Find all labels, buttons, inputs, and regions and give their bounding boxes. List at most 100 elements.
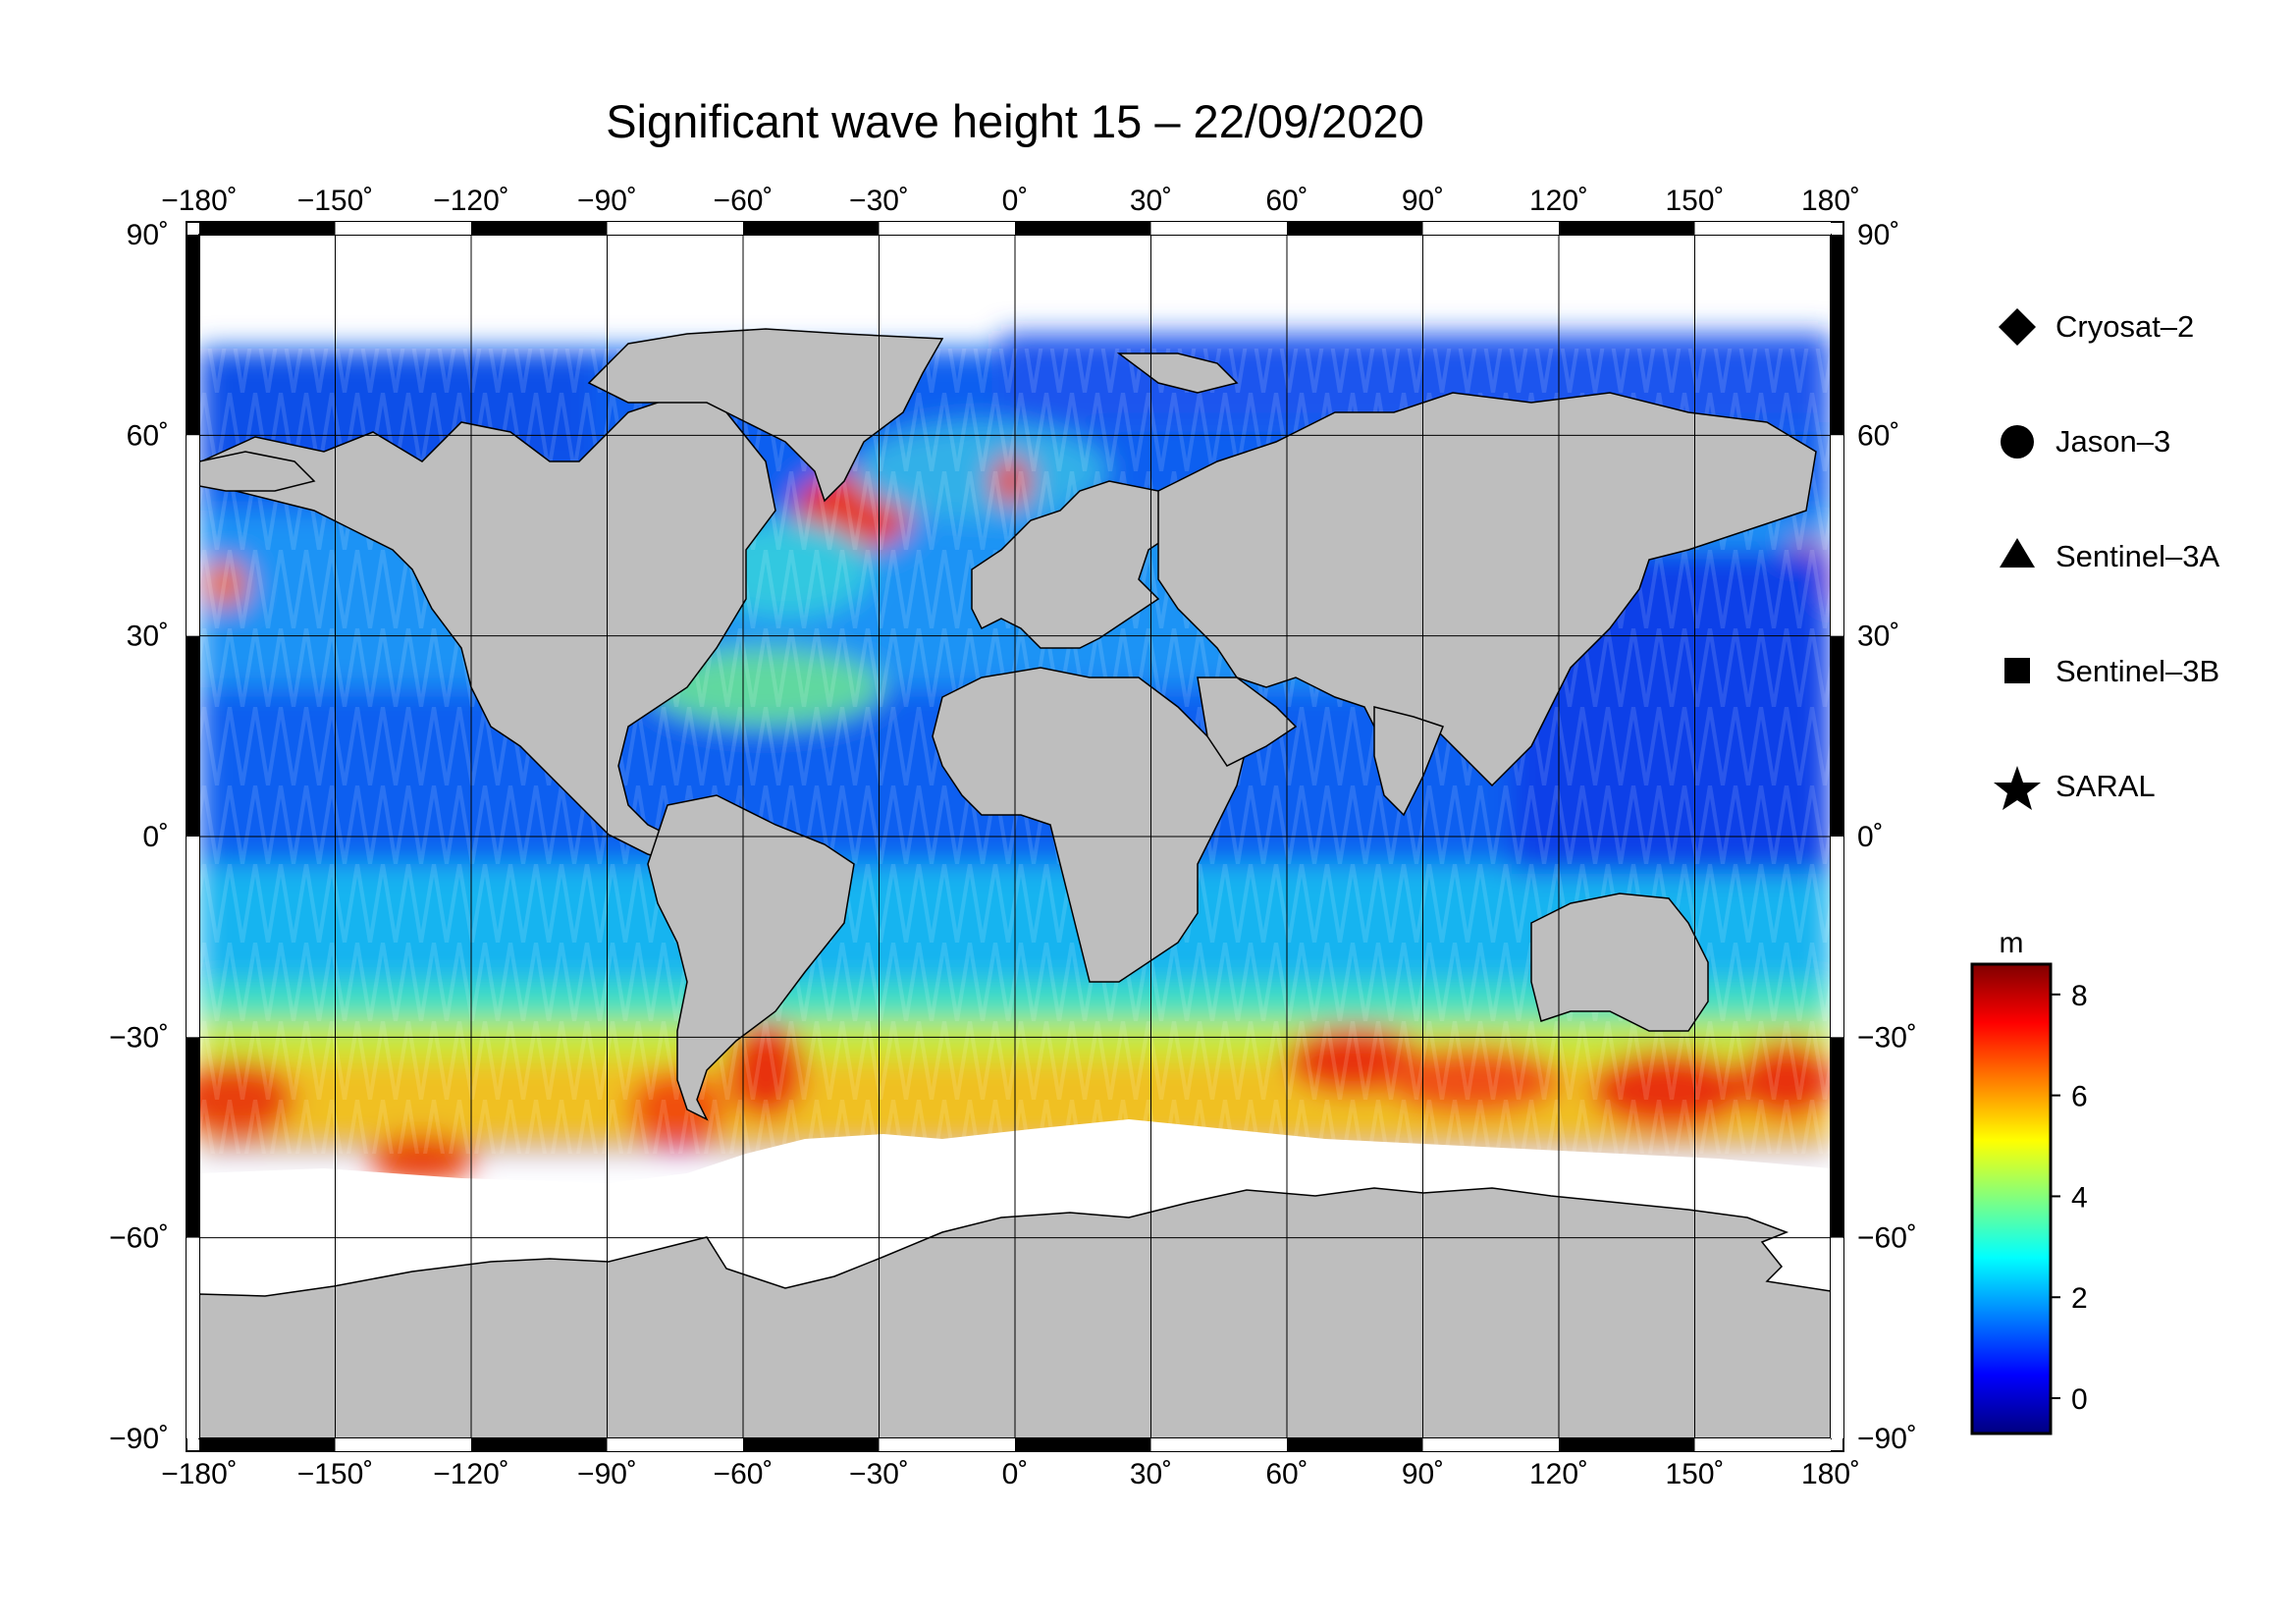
frame-segment-top	[1287, 222, 1423, 235]
frame-segment-bottom	[1015, 1438, 1151, 1451]
frame-segment-top	[1150, 222, 1287, 235]
frame-segment-top	[743, 222, 880, 235]
north-america	[200, 392, 776, 865]
frame-segment-left	[187, 1237, 199, 1438]
lon-tick-label: −60˚	[714, 185, 774, 217]
legend-item-sentinel-3a: Sentinel–3A	[2000, 538, 2220, 573]
lat-tick-label: −90˚	[1857, 1423, 1917, 1455]
frame-segment-bottom	[1694, 1438, 1831, 1451]
lon-tick-label: −180˚	[161, 185, 238, 217]
lat-tick-label: 60˚	[1857, 419, 1899, 452]
europe	[971, 480, 1179, 649]
lat-tick-label: 90˚	[1857, 219, 1899, 251]
colorbar: m 8 6 4 2 0	[1970, 927, 2088, 1435]
triangle-icon	[2000, 538, 2035, 568]
lon-tick-label: −30˚	[849, 1458, 909, 1490]
frame-segment-bottom	[1150, 1438, 1287, 1451]
lon-tick-label: −90˚	[577, 1458, 637, 1490]
frame-segment-top	[335, 222, 471, 235]
frame-segment-top	[1015, 222, 1151, 235]
frame-segment-left	[187, 235, 199, 436]
australia	[1530, 893, 1709, 1032]
lon-tick-label: −120˚	[433, 185, 509, 217]
lon-tick-label: −150˚	[297, 1458, 374, 1490]
frame-segment-left	[187, 1037, 199, 1238]
frame-segment-bottom	[743, 1438, 880, 1451]
lon-tick-label: 180˚	[1801, 1458, 1860, 1490]
colorbar-gradient	[1970, 962, 2053, 1435]
frame-segment-right	[1831, 837, 1843, 1038]
legend-label: Sentinel–3B	[2056, 654, 2219, 688]
diamond-icon	[1999, 308, 2036, 346]
legend-label: Cryosat–2	[2056, 309, 2194, 344]
africa	[932, 667, 1248, 983]
frame-segment-bottom	[1287, 1438, 1423, 1451]
lat-tick-label: −60˚	[109, 1222, 169, 1255]
lat-tick-label: 0˚	[142, 821, 169, 853]
south-america	[647, 794, 855, 1121]
lon-tick-label: 0˚	[1002, 1458, 1029, 1490]
frame-segment-top	[879, 222, 1015, 235]
lon-tick-label: −150˚	[297, 185, 374, 217]
colorbar-unit: m	[2000, 927, 2024, 959]
frame-segment-top	[199, 222, 336, 235]
frame-segment-top	[607, 222, 743, 235]
lat-tick-label: 90˚	[127, 219, 169, 251]
colorbar-ticks: 8 6 4 2 0	[2051, 980, 2088, 1416]
lon-ticks-top: −180˚ −150˚ −120˚ −90˚ −60˚ −30˚ 0˚ 30˚ 60˚ 90˚ 12…	[161, 185, 1860, 217]
frame-segment-top	[1559, 222, 1695, 235]
map-frame	[186, 221, 1844, 1452]
frame-segment-right	[1831, 435, 1843, 636]
lon-ticks-bottom: −180˚ −150˚ −120˚ −90˚ −60˚ −30˚ 0˚ 30˚ 60˚ 90˚ 12…	[161, 1458, 1860, 1490]
lon-tick-label: −60˚	[714, 1458, 774, 1490]
frame-segment-right	[1831, 235, 1843, 436]
continents	[199, 328, 1817, 1121]
asia	[1157, 392, 1817, 787]
colorbar-tick-label: 2	[2071, 1282, 2088, 1315]
frame-segment-bottom	[199, 1438, 336, 1451]
lon-tick-label: 90˚	[1402, 185, 1444, 217]
lon-tick-label: −120˚	[433, 1458, 509, 1490]
lat-tick-label: 60˚	[127, 419, 169, 452]
legend-label: Sentinel–3A	[2056, 539, 2220, 573]
frame-segment-bottom	[879, 1438, 1015, 1451]
lat-tick-label: 30˚	[127, 621, 169, 653]
alaska-strip	[199, 451, 316, 492]
circle-icon	[2001, 425, 2034, 459]
frame-segment-bottom	[335, 1438, 471, 1451]
frame-segment-right	[1831, 1037, 1843, 1238]
frame-segment-left	[187, 837, 199, 1038]
frame-segment-bottom	[607, 1438, 743, 1451]
lon-tick-label: 60˚	[1265, 1458, 1308, 1490]
colorbar-tick-label: 0	[2071, 1383, 2088, 1416]
frame-segment-right	[1831, 1237, 1843, 1438]
frame-segment-left	[187, 635, 199, 837]
greenland	[587, 328, 944, 503]
frame-segment-right	[1831, 635, 1843, 837]
lon-tick-label: 150˚	[1665, 1458, 1724, 1490]
lat-ticks-right: 90˚ 60˚ 30˚ 0˚ −30˚ −60˚ −90˚	[1857, 219, 1917, 1455]
legend-item-saral: SARAL	[1994, 766, 2156, 810]
lon-tick-label: 30˚	[1130, 185, 1172, 217]
lat-tick-label: −90˚	[109, 1423, 169, 1455]
legend-label: Jason–3	[2056, 424, 2170, 459]
lon-tick-label: 30˚	[1130, 1458, 1172, 1490]
frame-segment-bottom	[1422, 1438, 1559, 1451]
lon-tick-label: −30˚	[849, 185, 909, 217]
frame-segment-bottom	[471, 1438, 608, 1451]
lat-ticks-left: 90˚ 60˚ 30˚ 0˚ −30˚ −60˚ −90˚	[109, 219, 169, 1455]
lat-tick-label: 0˚	[1857, 821, 1884, 853]
legend-item-sentinel-3b: Sentinel–3B	[2004, 654, 2219, 688]
map-title: Significant wave height 15 – 22/09/2020	[606, 95, 1424, 147]
colorbar-tick-label: 6	[2071, 1081, 2088, 1113]
legend: Cryosat–2 Jason–3 Sentinel–3A Sentinel–3…	[1994, 308, 2220, 810]
lon-tick-label: 90˚	[1402, 1458, 1444, 1490]
lon-tick-label: 180˚	[1801, 185, 1860, 217]
lon-tick-label: 120˚	[1529, 185, 1588, 217]
colorbar-tick-label: 4	[2071, 1181, 2088, 1214]
lat-tick-label: −30˚	[109, 1021, 169, 1054]
legend-item-cryosat: Cryosat–2	[1999, 308, 2194, 346]
lon-tick-label: 150˚	[1665, 185, 1724, 217]
legend-label: SARAL	[2056, 769, 2156, 803]
india	[1373, 706, 1444, 817]
